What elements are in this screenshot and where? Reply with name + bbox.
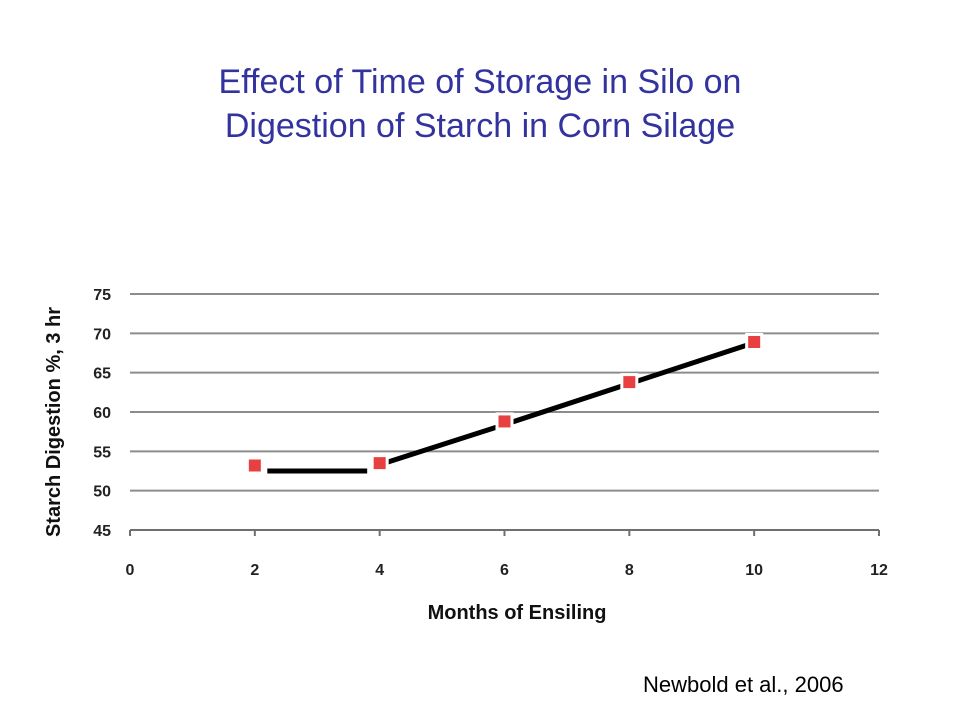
y-tick-label-45: 45: [93, 523, 111, 540]
x-tick-label-10: 10: [745, 562, 763, 579]
y-tick-label-55: 55: [93, 444, 111, 461]
citation: Newbold et al., 2006: [643, 672, 844, 697]
x-tick-label-4: 4: [375, 562, 384, 579]
y-axis-title: Starch Digestion %, 3 hr: [43, 307, 65, 537]
y-tick-label-60: 60: [93, 405, 111, 422]
gridlines: [130, 293, 879, 492]
x-axis-title: Months of Ensiling: [428, 602, 607, 624]
x-tick-label-0: 0: [126, 562, 135, 579]
data-point-10: [748, 335, 761, 348]
trend-line: [267, 340, 755, 474]
tick-labels: 45 50 55 60 65 70 75 0 2 4 6 8 10 12: [93, 287, 888, 579]
slide-title: Effect of Time of Storage in Silo on Dig…: [0, 60, 960, 148]
x-tick-label-8: 8: [625, 562, 634, 579]
x-tick-label-12: 12: [870, 562, 888, 579]
data-point-4: [373, 457, 386, 470]
data-point-2: [248, 459, 261, 472]
data-point-8: [623, 376, 636, 389]
trend-segment-rising: [378, 340, 755, 468]
data-points: [245, 332, 764, 475]
y-tick-label-75: 75: [93, 287, 111, 304]
axes: [129, 529, 880, 536]
y-tick-label-50: 50: [93, 484, 111, 501]
y-tick-label-65: 65: [93, 366, 111, 383]
x-tick-label-6: 6: [500, 562, 509, 579]
x-tick-label-2: 2: [250, 562, 259, 579]
slide-title-line-2: Digestion of Starch in Corn Silage: [224, 107, 736, 145]
y-tick-label-70: 70: [93, 326, 111, 343]
data-point-6: [498, 415, 511, 428]
slide-title-line-1: Effect of Time of Storage in Silo on: [218, 63, 742, 101]
